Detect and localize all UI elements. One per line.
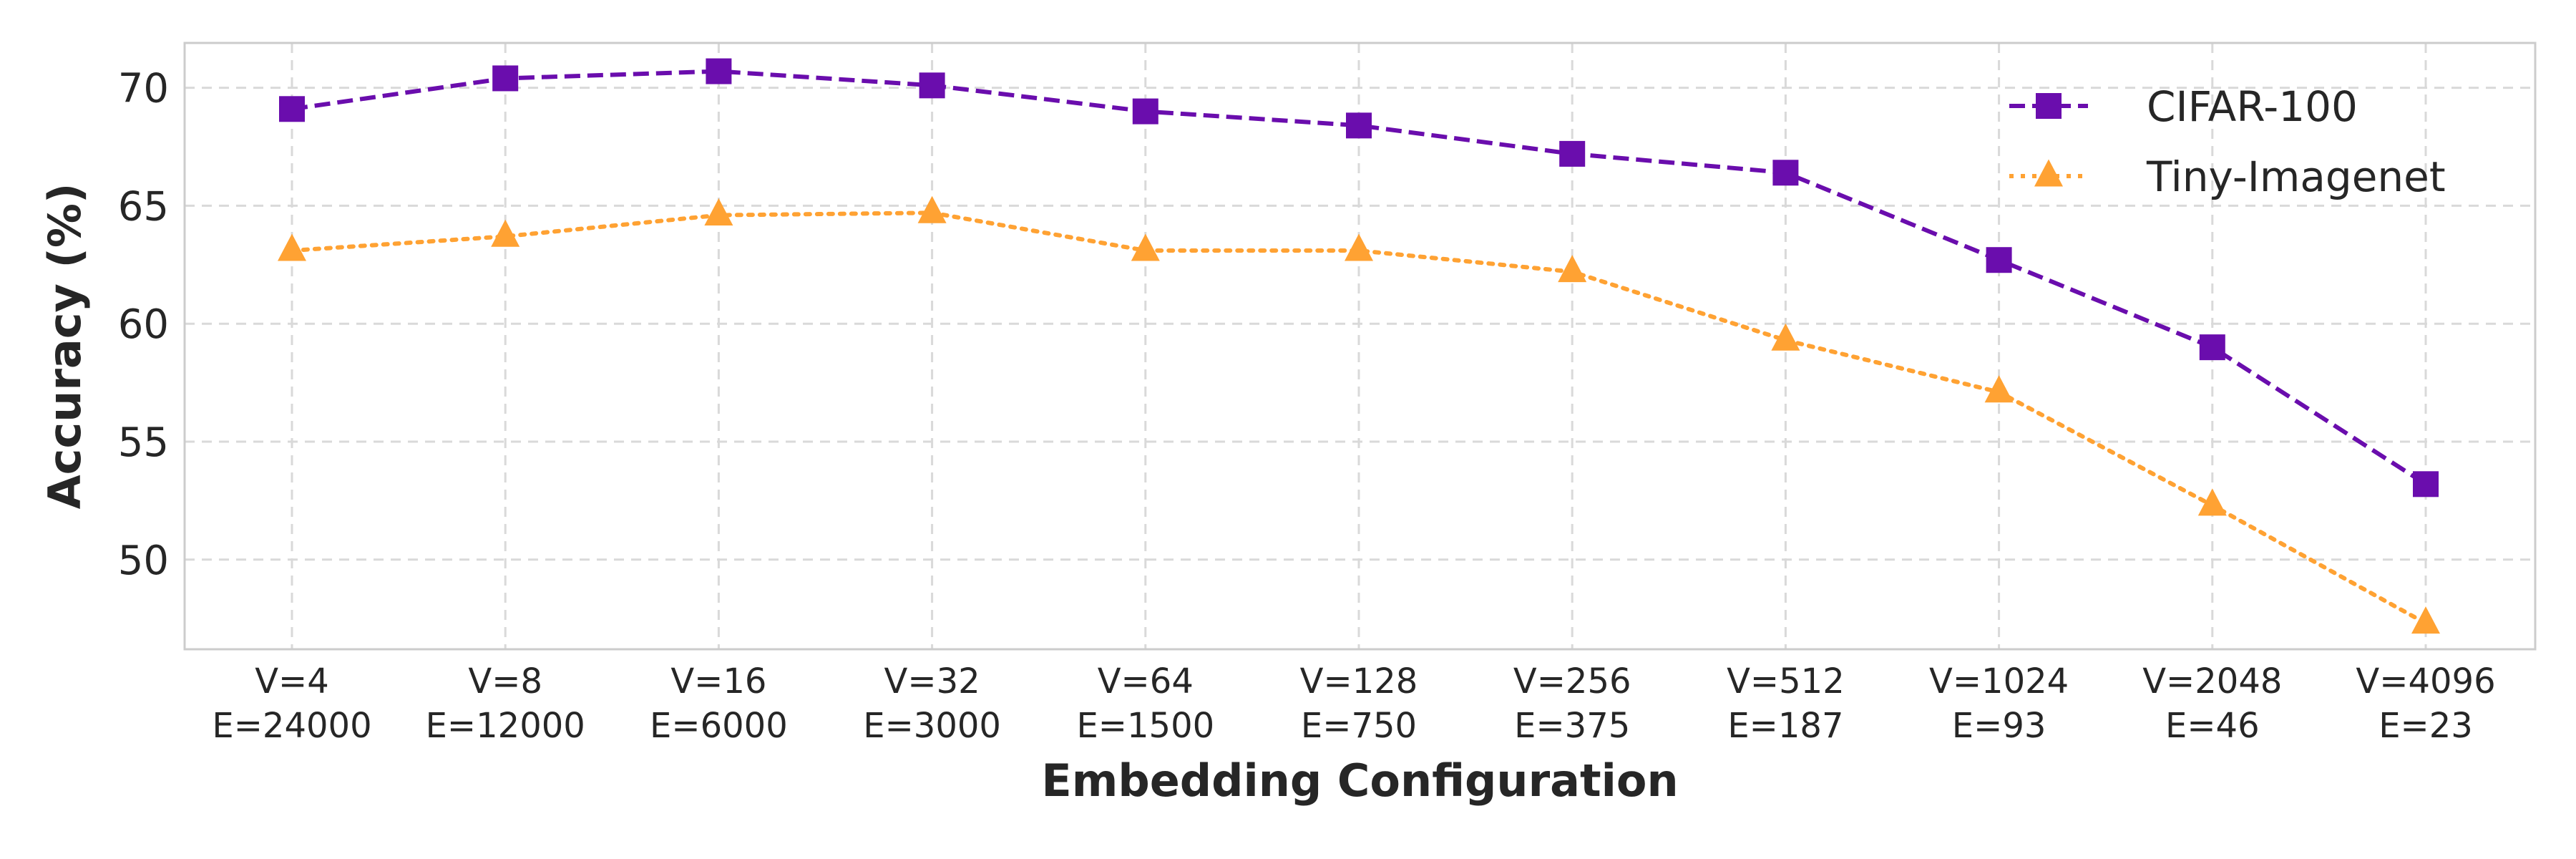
x-tick-label: V=4096 [2356,661,2495,702]
x-tick-label: E=23 [2379,706,2473,746]
y-tick-label: 50 [118,538,169,584]
x-tick-label: E=93 [1952,706,2046,746]
grid [185,43,2535,649]
x-tick-label: V=16 [670,661,766,702]
data-point-cifar-100 [1132,98,1158,125]
x-tick-label: E=6000 [650,706,788,746]
plot-frame [183,42,2537,651]
x-axis-title: Embedding Configuration [1041,754,1678,807]
data-point-cifar-100 [2199,334,2225,361]
data-point-tiny-imagenet [704,198,733,226]
x-tick-label: V=256 [1513,661,1631,702]
y-tick-label: 55 [118,419,169,466]
data-point-cifar-100 [279,96,305,122]
legend: CIFAR-100 Tiny-Imagenet [2009,82,2446,201]
y-tick-label: 60 [118,301,169,348]
x-tick-label: E=12000 [426,706,585,746]
y-axis-title: Accuracy (%) [39,183,91,510]
series-line-cifar-100 [291,69,2427,486]
x-tick-label: E=24000 [212,706,371,746]
data-point-cifar-100 [706,58,732,84]
data-point-tiny-imagenet [2197,488,2227,516]
legend-label-cifar-100: CIFAR-100 [2147,82,2358,131]
x-tick-label: V=1024 [1929,661,2069,702]
x-tick-label: V=8 [468,661,542,702]
data-point-tiny-imagenet [278,233,306,261]
y-tick-label: 70 [118,66,169,112]
legend-marker-tiny-imagenet [2034,159,2063,187]
y-axis-ticks: 50 55 60 65 70 [118,66,169,584]
data-point-tiny-imagenet [1984,375,2014,403]
y-tick-label: 65 [118,183,169,230]
x-tick-label: E=187 [1727,706,1843,746]
x-tick-label: E=750 [1301,706,1417,746]
legend-marker-cifar-100 [2036,93,2062,119]
x-tick-label: E=375 [1514,706,1630,746]
x-tick-label: V=32 [884,661,980,702]
data-point-cifar-100 [492,65,519,92]
x-axis-ticks: V=4E=24000 V=8E=12000 V=16E=6000 V=32E=3000… [212,661,2495,746]
data-point-cifar-100 [1346,112,1372,139]
data-point-tiny-imagenet [917,195,947,223]
legend-label-tiny-imagenet: Tiny-Imagenet [2146,152,2446,201]
x-tick-label: V=512 [1727,661,1845,702]
data-point-tiny-imagenet [1771,323,1800,351]
data-point-tiny-imagenet [1558,255,1587,283]
data-point-tiny-imagenet [2411,606,2440,634]
data-point-cifar-100 [1986,247,2012,273]
data-point-tiny-imagenet [491,219,520,247]
data-point-cifar-100 [1772,160,1799,186]
data-point-cifar-100 [1559,140,1586,167]
data-point-tiny-imagenet [1345,233,1373,261]
data-point-cifar-100 [919,72,945,99]
x-tick-label: E=3000 [863,706,1001,746]
series-tiny-imagenet [278,195,2440,634]
data-point-cifar-100 [2413,471,2439,498]
series-cifar-100 [279,58,2439,498]
series-layer [278,58,2440,634]
x-tick-label: V=128 [1300,661,1418,702]
series-line-tiny-imagenet [290,210,2428,626]
x-tick-label: E=46 [2165,706,2260,746]
x-tick-label: V=4 [255,661,329,702]
x-tick-label: E=1500 [1076,706,1214,746]
data-point-tiny-imagenet [1131,233,1160,261]
x-tick-label: V=64 [1098,661,1194,702]
x-tick-label: V=2048 [2142,661,2282,702]
